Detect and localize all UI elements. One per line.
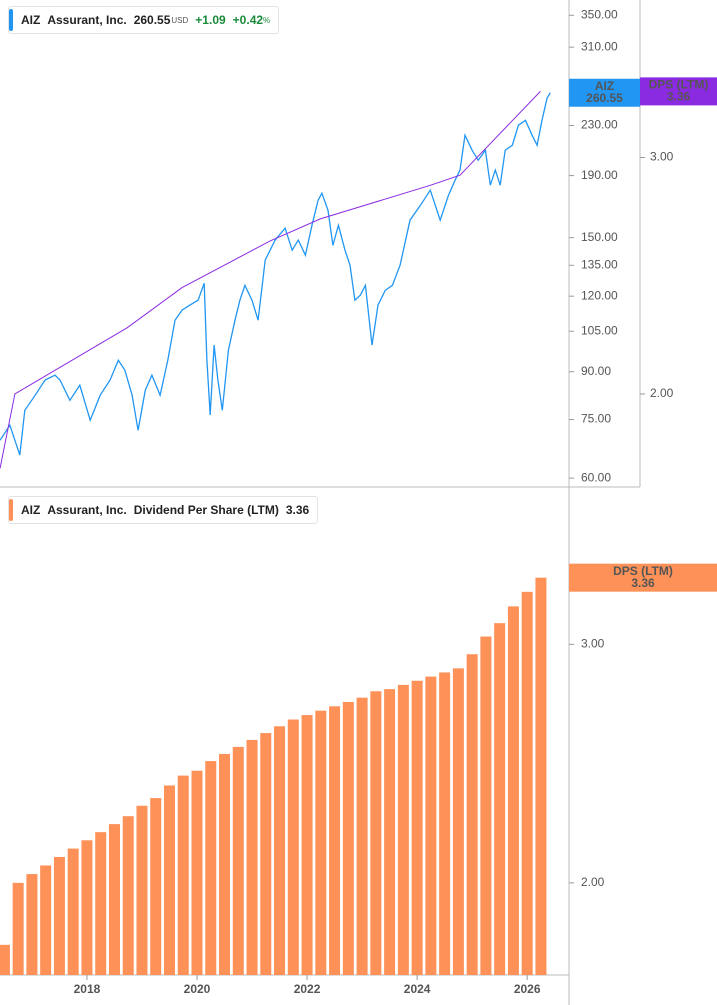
last-value-tag xyxy=(640,77,717,106)
x-tick-label: 2024 xyxy=(404,982,431,996)
y-tick-label: 90.00 xyxy=(581,364,611,378)
bar xyxy=(411,680,423,975)
change-pct: +0.42 xyxy=(232,13,264,27)
bar xyxy=(425,676,437,975)
last-value: 3.36 xyxy=(631,576,655,590)
bar xyxy=(163,785,175,975)
bar xyxy=(232,746,244,975)
y-tick-label: 120.00 xyxy=(581,288,618,302)
bar xyxy=(205,761,217,975)
x-tick-label: 2022 xyxy=(294,982,321,996)
y2-tick-label: 2.00 xyxy=(650,386,674,400)
bar xyxy=(40,865,52,975)
bar xyxy=(466,654,478,975)
bar xyxy=(81,840,93,975)
price-legend: AIZ Assurant, Inc. 260.55 USD +1.09 +0.4… xyxy=(8,6,280,34)
legend-swatch xyxy=(9,9,13,31)
y-tick-label: 105.00 xyxy=(581,323,618,337)
bar xyxy=(260,733,272,975)
bar xyxy=(136,805,148,975)
metric: Dividend Per Share (LTM) xyxy=(133,503,279,517)
x-tick-label: 2020 xyxy=(184,982,211,996)
dps-legend: AIZ Assurant, Inc. Dividend Per Share (L… xyxy=(8,496,319,524)
ticker: AIZ xyxy=(21,503,41,517)
bar xyxy=(122,816,134,975)
bar xyxy=(480,636,492,975)
bar xyxy=(521,591,533,975)
bar xyxy=(329,706,341,975)
bar xyxy=(370,691,382,975)
bar xyxy=(287,719,299,975)
company: Assurant, Inc. xyxy=(47,13,127,27)
ticker: AIZ xyxy=(21,13,41,27)
change: +1.09 xyxy=(195,13,226,27)
x-tick-label: 2018 xyxy=(74,982,101,996)
y-tick-label: 2.00 xyxy=(581,875,605,889)
y-tick-label: 350.00 xyxy=(581,7,618,21)
last-value-name: DPS (LTM) xyxy=(613,564,673,578)
legend-swatch xyxy=(9,499,13,521)
series-line xyxy=(0,91,541,469)
last-value-tag xyxy=(569,78,640,107)
bar xyxy=(507,606,519,975)
currency: USD xyxy=(171,15,189,25)
bar xyxy=(0,944,10,975)
bar xyxy=(219,753,231,975)
y2-tick-label: 3.00 xyxy=(650,150,674,164)
bar xyxy=(494,623,506,975)
bar xyxy=(342,701,354,975)
y-tick-label: 310.00 xyxy=(581,39,618,53)
y-tick-label: 190.00 xyxy=(581,168,618,182)
series-line xyxy=(0,92,551,456)
bar xyxy=(95,832,107,975)
bar xyxy=(12,882,24,975)
bar xyxy=(191,770,203,975)
y-tick-label: 135.00 xyxy=(581,257,618,271)
x-tick-label: 2026 xyxy=(514,982,541,996)
last-value: 260.55 xyxy=(586,91,623,105)
last-value-name: AIZ xyxy=(595,79,614,93)
bar xyxy=(108,824,120,975)
y-tick-label: 3.00 xyxy=(581,637,605,651)
bar xyxy=(452,668,464,975)
last-value-tag xyxy=(569,563,717,592)
bar xyxy=(356,697,368,975)
bar xyxy=(246,739,258,975)
dps-value: 3.36 xyxy=(285,503,310,517)
y-tick-label: 60.00 xyxy=(581,470,611,484)
bar xyxy=(315,710,327,975)
bar xyxy=(67,848,79,975)
price: 260.55 xyxy=(133,13,171,27)
bar xyxy=(384,689,396,975)
pct-sign: % xyxy=(263,15,271,25)
company: Assurant, Inc. xyxy=(47,503,127,517)
bar xyxy=(274,726,286,975)
bar xyxy=(177,775,189,975)
bar xyxy=(397,684,409,975)
y-tick-label: 75.00 xyxy=(581,412,611,426)
bar xyxy=(301,715,313,975)
bar xyxy=(150,798,162,975)
bar xyxy=(53,856,65,975)
last-value: 3.36 xyxy=(667,90,691,104)
y-tick-label: 230.00 xyxy=(581,118,618,132)
y-tick-label: 150.00 xyxy=(581,230,618,244)
bar xyxy=(535,577,547,975)
bar xyxy=(439,672,451,975)
last-value-name: DPS (LTM) xyxy=(649,78,709,92)
bar xyxy=(26,874,38,975)
